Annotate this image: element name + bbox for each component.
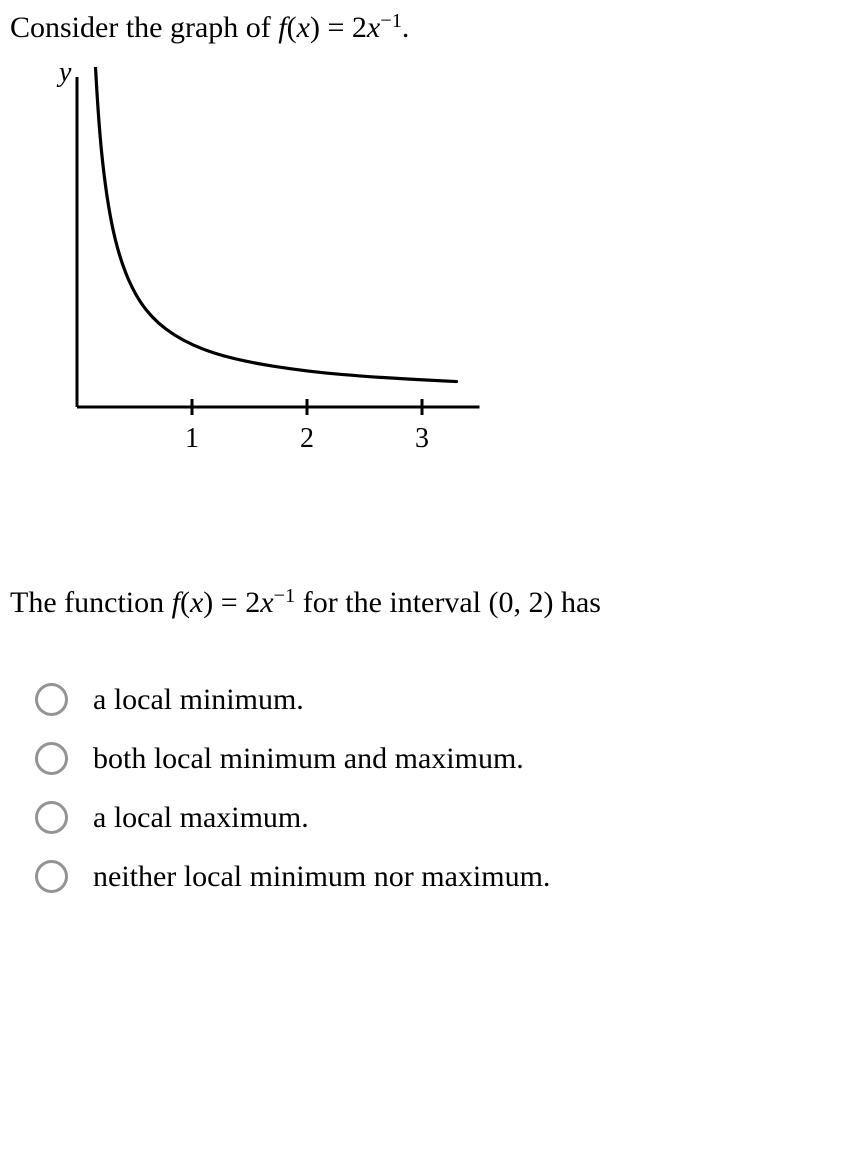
radio-button[interactable] xyxy=(35,683,68,716)
option-label: a local minimum. xyxy=(93,683,304,716)
question-post: for the interval (0, 2) has xyxy=(295,586,601,619)
question-var: x xyxy=(190,586,203,619)
prompt-period: . xyxy=(402,11,410,44)
prompt-func: f xyxy=(278,11,286,44)
radio-button[interactable] xyxy=(35,742,68,775)
option-row: neither local minimum nor maximum. xyxy=(35,860,842,893)
options-group: a local minimum. both local minimum and m… xyxy=(35,683,842,893)
x-tick-label: 1 xyxy=(185,423,199,454)
question-func: f xyxy=(172,586,180,619)
option-label: neither local minimum nor maximum. xyxy=(93,860,550,893)
question-basevar: x xyxy=(260,586,273,619)
function-curve xyxy=(91,67,457,382)
option-label: a local maximum. xyxy=(93,801,309,834)
option-label: both local minimum and maximum. xyxy=(93,742,524,775)
radio-button[interactable] xyxy=(35,860,68,893)
y-axis-label: y xyxy=(56,67,72,88)
graph-container: 123yx xyxy=(40,67,842,462)
question-pre: The function xyxy=(10,586,172,619)
graph-svg: 123yx xyxy=(40,67,480,462)
prompt-var: x xyxy=(297,11,310,44)
option-row: both local minimum and maximum. xyxy=(35,742,842,775)
prompt-basevar: x xyxy=(367,11,380,44)
prompt-text: Consider the graph of f(x) = 2x−1. xyxy=(10,8,842,47)
option-row: a local minimum. xyxy=(35,683,842,716)
prompt-exp: −1 xyxy=(380,10,402,32)
question-exp: −1 xyxy=(274,585,296,607)
x-tick-label: 3 xyxy=(415,423,429,454)
question-eq: = 2 xyxy=(213,586,260,619)
x-tick-label: 2 xyxy=(300,423,314,454)
prompt-eq: = 2 xyxy=(320,11,367,44)
option-row: a local maximum. xyxy=(35,801,842,834)
prompt-pre: Consider the graph of xyxy=(10,11,278,44)
radio-button[interactable] xyxy=(35,801,68,834)
question-text: The function f(x) = 2x−1 for the interva… xyxy=(10,582,842,624)
